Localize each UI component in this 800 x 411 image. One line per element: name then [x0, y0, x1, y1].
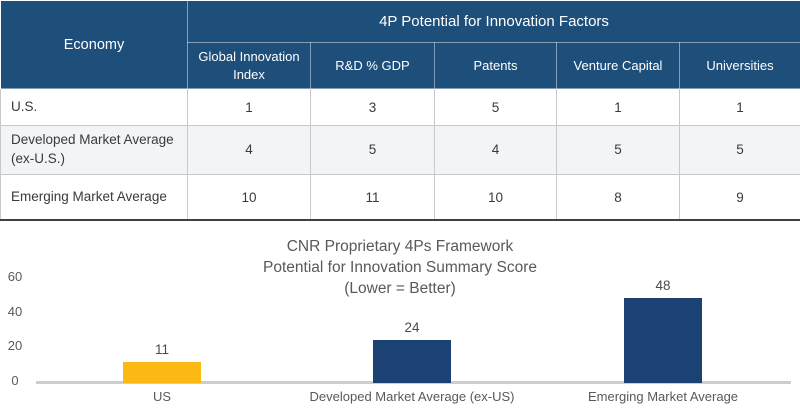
cell-value: 1: [188, 89, 311, 126]
y-tick-label: 0: [0, 373, 30, 388]
innovation-factors-table: Economy 4P Potential for Innovation Fact…: [0, 0, 800, 221]
col-header-universities: Universities: [680, 43, 800, 89]
x-category-label: Emerging Market Average: [513, 389, 800, 404]
cell-value: 10: [435, 174, 557, 220]
bar: [624, 298, 702, 384]
cell-value: 5: [311, 126, 435, 175]
cell-value: 5: [435, 89, 557, 126]
col-header-global-innovation-index: Global Innovation Index: [188, 43, 311, 89]
bar-value-label: 24: [382, 320, 442, 335]
y-tick-label: 20: [0, 338, 30, 353]
report-figure: Economy 4P Potential for Innovation Fact…: [0, 0, 800, 400]
cell-value: 4: [188, 126, 311, 175]
row-label: Developed Market Average (ex-U.S.): [1, 126, 188, 175]
bar-value-label: 11: [132, 342, 192, 357]
bar: [123, 362, 201, 383]
col-header-venture-capital: Venture Capital: [557, 43, 680, 89]
economy-column-header: Economy: [1, 1, 188, 89]
col-header-rd-gdp: R&D % GDP: [311, 43, 435, 89]
cell-value: 1: [557, 89, 680, 126]
bar: [373, 340, 451, 384]
y-tick-label: 40: [0, 304, 30, 319]
table-row-developed: Developed Market Average (ex-U.S.) 4 5 4…: [1, 126, 800, 175]
cell-value: 5: [557, 126, 680, 175]
cell-value: 10: [188, 174, 311, 220]
table-row-us: U.S. 1 3 5 1 1: [1, 89, 800, 126]
cell-value: 3: [311, 89, 435, 126]
row-label: Emerging Market Average: [1, 174, 188, 220]
bar-value-label: 48: [633, 278, 693, 293]
cell-value: 1: [680, 89, 800, 126]
cell-value: 11: [311, 174, 435, 220]
col-header-patents: Patents: [435, 43, 557, 89]
bar-chart: CNR Proprietary 4Ps Framework Potential …: [0, 221, 800, 411]
cell-value: 4: [435, 126, 557, 175]
cell-value: 8: [557, 174, 680, 220]
y-tick-label: 60: [0, 269, 30, 284]
factors-group-header: 4P Potential for Innovation Factors: [188, 1, 800, 43]
table-row-emerging: Emerging Market Average 10 11 10 8 9: [1, 174, 800, 220]
cell-value: 9: [680, 174, 800, 220]
row-label: U.S.: [1, 89, 188, 126]
cell-value: 5: [680, 126, 800, 175]
